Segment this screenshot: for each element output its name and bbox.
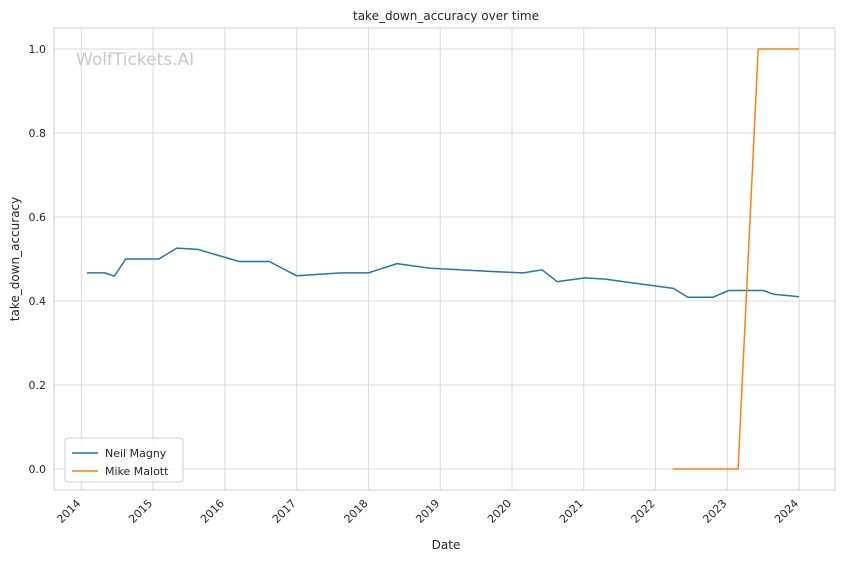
- x-tick-label: 2024: [772, 497, 801, 526]
- series-line-mike-malott: [672, 48, 800, 470]
- plot-frame: [53, 27, 836, 491]
- y-tick-label: 0.6: [29, 211, 47, 224]
- x-tick-label: 2014: [54, 497, 83, 526]
- legend-label-neil-magny: Neil Magny: [105, 447, 167, 460]
- y-axis-label: take_down_accuracy: [8, 197, 22, 321]
- x-tick-label: 2022: [629, 497, 658, 526]
- y-tick-label: 0.8: [29, 127, 47, 140]
- chart-title: take_down_accuracy over time: [353, 9, 539, 23]
- x-tick-label: 2015: [126, 497, 155, 526]
- x-tick-label: 2023: [700, 497, 729, 526]
- y-tick-label: 0.0: [29, 463, 47, 476]
- x-axis-label: Date: [432, 538, 461, 552]
- watermark-text: WolfTickets.AI: [76, 50, 194, 70]
- legend: Neil Magny Mike Malott: [64, 437, 184, 483]
- series-line-neil-magny: [87, 247, 800, 298]
- x-tick-label: 2020: [485, 497, 514, 526]
- x-tick-label: 2017: [270, 497, 299, 526]
- grid-lines: [54, 28, 835, 490]
- x-tick-label: 2019: [413, 497, 442, 526]
- series-lines: [87, 48, 800, 470]
- legend-label-mike-malott: Mike Malott: [105, 465, 169, 478]
- plot-area: [54, 28, 835, 490]
- y-tick-label: 0.4: [29, 295, 47, 308]
- x-tick-label: 2016: [198, 497, 227, 526]
- x-tick-label: 2021: [557, 497, 586, 526]
- x-tick-label: 2018: [342, 497, 371, 526]
- y-tick-label: 0.2: [29, 379, 47, 392]
- y-tick-label: 1.0: [29, 43, 47, 56]
